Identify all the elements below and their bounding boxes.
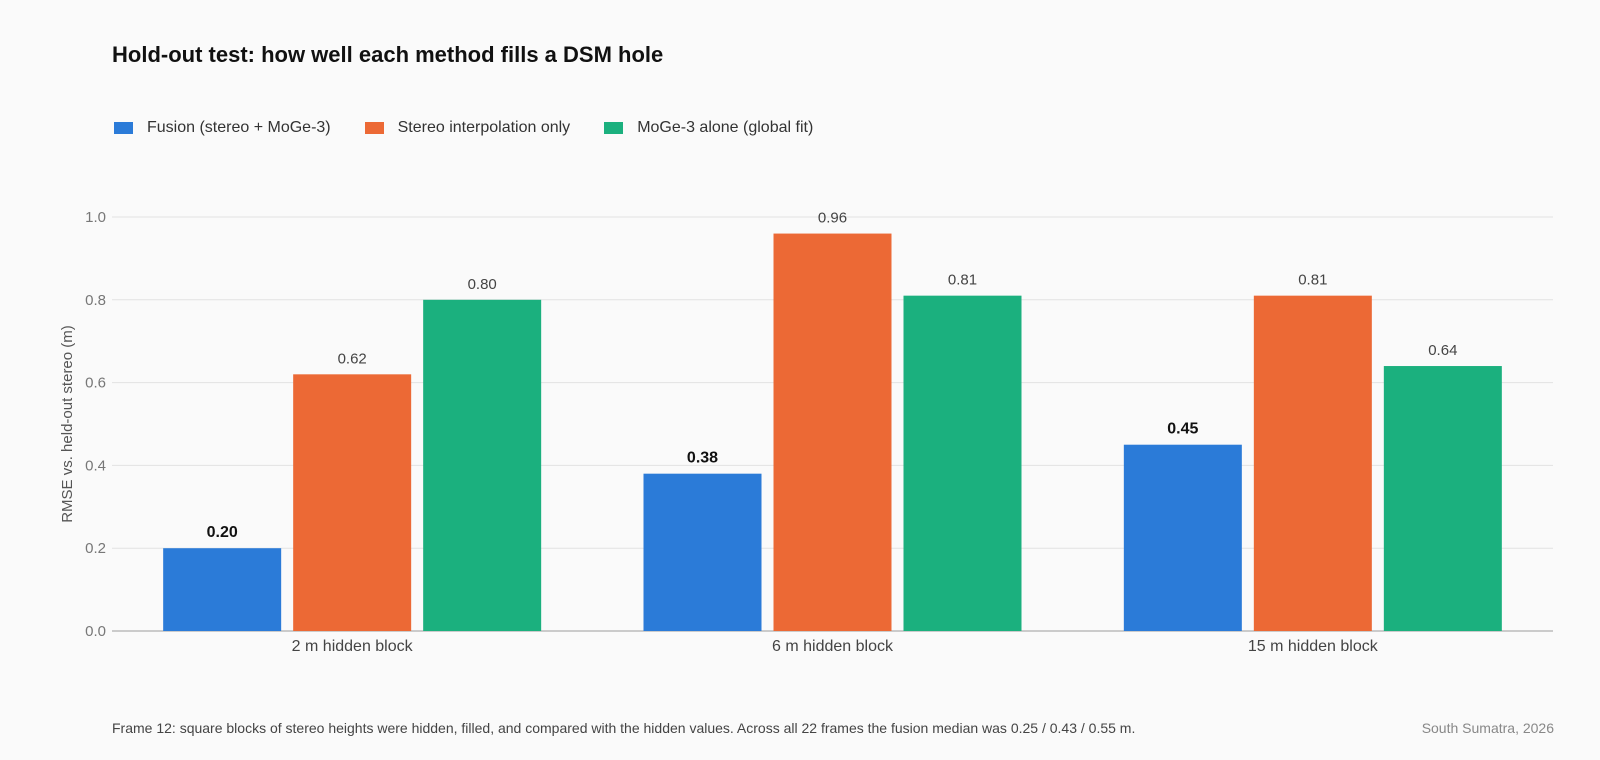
legend-item-2: Stereo interpolation only [364, 119, 571, 137]
data-label: 0.62 [338, 350, 367, 367]
y-tick-label: 1.0 [85, 209, 106, 226]
legend: Fusion (stereo + MoGe-3) Stereo interpola… [114, 119, 813, 137]
y-tick-label: 0.2 [85, 540, 106, 557]
bar [163, 548, 282, 631]
bar [1253, 295, 1372, 631]
bar [773, 233, 892, 631]
data-label: 0.81 [948, 272, 977, 289]
footnote: Frame 12: square blocks of stereo height… [112, 720, 1136, 736]
bar [1123, 444, 1242, 631]
data-label: 0.45 [1167, 421, 1198, 438]
legend-swatch [604, 122, 624, 134]
bar-chart: 0.0 0.2 0.4 0.6 0.8 1.0 RMSE vs. held-out ster… [59, 209, 1553, 655]
bar [903, 295, 1022, 631]
legend-swatch [114, 122, 133, 134]
legend-label: Fusion (stereo + MoGe-3) [147, 119, 331, 136]
data-label: 0.20 [207, 524, 238, 541]
bar [1383, 366, 1502, 631]
x-tick-label: 6 m hidden block [772, 638, 894, 655]
legend-label: Stereo interpolation only [397, 119, 571, 136]
legend-swatch [364, 122, 384, 134]
legend-item-3: MoGe-3 alone (global fit) [604, 119, 813, 137]
bar [293, 374, 412, 631]
data-label: 0.38 [687, 450, 718, 467]
data-label: 0.80 [468, 276, 497, 293]
bar [423, 299, 542, 631]
bar [643, 473, 762, 631]
credit: South Sumatra, 2026 [1421, 720, 1554, 736]
x-tick-label: 2 m hidden block [292, 638, 414, 655]
y-tick-label: 0.4 [85, 457, 106, 474]
legend-item-1: Fusion (stereo + MoGe-3) [114, 119, 331, 137]
data-label: 0.64 [1428, 342, 1457, 359]
y-tick-label: 0.0 [85, 623, 106, 640]
legend-label: MoGe-3 alone (global fit) [637, 119, 814, 136]
data-label: 0.96 [818, 210, 847, 227]
y-axis-label: RMSE vs. held-out stereo (m) [59, 325, 76, 523]
chart-title: Hold-out test: how well each method fill… [112, 42, 664, 67]
x-tick-label: 15 m hidden block [1248, 638, 1379, 655]
y-tick-label: 0.8 [85, 292, 106, 309]
data-label: 0.81 [1298, 272, 1327, 289]
y-tick-label: 0.6 [85, 375, 106, 392]
